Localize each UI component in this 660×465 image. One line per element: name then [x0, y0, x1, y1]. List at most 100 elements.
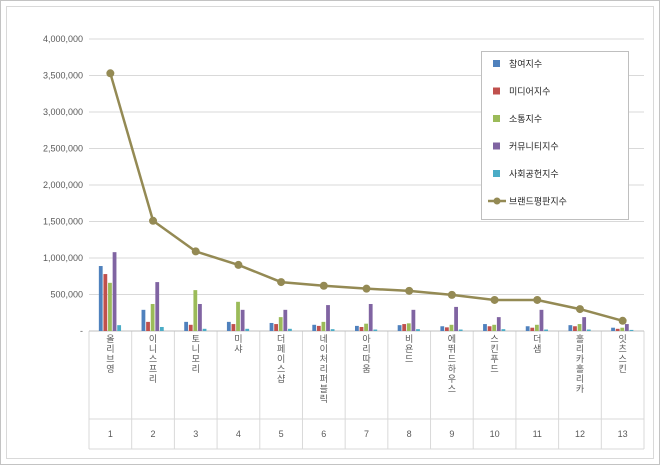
- y-tick-label: 1,000,000: [43, 253, 83, 263]
- bar-미디어지수-6: [316, 325, 321, 331]
- y-tick-label: 3,000,000: [43, 107, 83, 117]
- bar-참여지수-3: [184, 321, 189, 331]
- legend-label-커뮤니티지수: 커뮤니티지수: [509, 142, 559, 152]
- bar-커뮤니티지수-4: [240, 309, 245, 331]
- line-marker-8: [405, 286, 414, 295]
- bar-사회공헌지수-12: [586, 329, 591, 331]
- line-marker-10: [490, 295, 499, 304]
- line-marker-11: [533, 295, 542, 304]
- bar-미디어지수-11: [530, 327, 535, 331]
- bar-참여지수-8: [397, 325, 402, 331]
- y-tick-label: 2,500,000: [43, 144, 83, 154]
- bar-소통지수-7: [364, 323, 368, 331]
- y-tick-label: 500,000: [50, 290, 83, 300]
- legend-label-참여지수: 참여지수: [509, 58, 542, 69]
- bar-커뮤니티지수-1: [112, 252, 117, 331]
- bar-참여지수-12: [568, 325, 573, 331]
- bar-소통지수-11: [534, 324, 539, 331]
- legend-label-소통지수: 소통지수: [509, 114, 542, 124]
- x-category-number: 4: [236, 429, 241, 439]
- legend-label-사회공헌지수: 사회공헌지수: [509, 169, 559, 179]
- bar-사회공헌지수-2: [159, 326, 164, 331]
- x-category-number: 6: [321, 429, 326, 439]
- x-category-number: 10: [490, 429, 500, 439]
- line-marker-5: [277, 278, 286, 287]
- bar-소통지수-1: [108, 282, 112, 331]
- line-marker-7: [362, 284, 371, 293]
- bar-미디어지수-10: [487, 326, 492, 331]
- line-marker-1: [106, 69, 115, 78]
- y-tick-label: 2,000,000: [43, 180, 83, 190]
- bar-사회공헌지수-10: [501, 329, 506, 331]
- bar-사회공헌지수-4: [245, 328, 250, 331]
- line-marker-13: [618, 316, 627, 325]
- y-tick-label: 1,500,000: [43, 217, 83, 227]
- bar-커뮤니티지수-12: [582, 317, 587, 331]
- bar-참여지수-6: [312, 324, 317, 331]
- bar-커뮤니티지수-3: [198, 303, 202, 331]
- legend-swatch-커뮤니티지수: [493, 142, 500, 150]
- x-category-number: 13: [618, 429, 628, 439]
- x-category-number: 8: [407, 429, 412, 439]
- legend-swatch-미디어지수: [493, 87, 500, 95]
- bar-커뮤니티지수-10: [496, 317, 501, 331]
- legend-marker-브랜드평판지수: [493, 197, 501, 205]
- bar-참여지수-13: [611, 327, 615, 331]
- bar-사회공헌지수-7: [373, 329, 378, 331]
- bar-미디어지수-9: [444, 327, 449, 331]
- bar-소통지수-8: [406, 323, 411, 331]
- bar-사회공헌지수-5: [288, 328, 292, 331]
- legend-swatch-참여지수: [493, 60, 500, 67]
- bar-참여지수-1: [98, 266, 103, 331]
- x-category-number: 11: [533, 429, 542, 439]
- x-category-number: 5: [279, 429, 284, 439]
- bar-사회공헌지수-8: [416, 329, 420, 331]
- bar-미디어지수-2: [146, 321, 150, 331]
- bar-소통지수-4: [236, 301, 240, 331]
- bar-미디어지수-7: [359, 326, 364, 331]
- bar-미디어지수-12: [573, 326, 577, 331]
- bar-커뮤니티지수-2: [155, 282, 160, 331]
- bar-사회공헌지수-11: [544, 329, 548, 331]
- bar-커뮤니티지수-13: [624, 324, 629, 331]
- line-marker-4: [234, 260, 243, 269]
- bar-사회공헌지수-1: [117, 325, 122, 331]
- x-category-number: 7: [364, 429, 369, 439]
- bar-커뮤니티지수-5: [283, 309, 288, 331]
- bar-소통지수-12: [577, 324, 582, 331]
- legend-swatch-사회공헌지수: [493, 170, 500, 177]
- bar-사회공헌지수-13: [629, 329, 634, 331]
- bar-참여지수-4: [226, 321, 231, 331]
- bar-커뮤니티지수-11: [539, 309, 544, 331]
- x-category-number: 3: [193, 429, 198, 439]
- bar-소통지수-5: [278, 317, 283, 331]
- bar-커뮤니티지수-7: [368, 303, 373, 331]
- x-category-number: 1: [108, 429, 113, 439]
- bar-미디어지수-13: [615, 328, 620, 331]
- bar-미디어지수-3: [188, 324, 193, 331]
- legend-label-브랜드평판지수: 브랜드평판지수: [509, 197, 567, 207]
- legend-swatch-소통지수: [493, 115, 500, 122]
- x-category-number: 9: [449, 429, 454, 439]
- legend-label-미디어지수: 미디어지수: [509, 87, 550, 97]
- bar-소통지수-10: [492, 324, 497, 331]
- line-marker-3: [191, 247, 200, 256]
- x-category-number: 2: [151, 429, 156, 439]
- y-tick-label: 4,000,000: [43, 34, 83, 44]
- bar-사회공헌지수-6: [330, 329, 335, 331]
- line-marker-12: [575, 305, 584, 314]
- bar-사회공헌지수-9: [458, 329, 463, 331]
